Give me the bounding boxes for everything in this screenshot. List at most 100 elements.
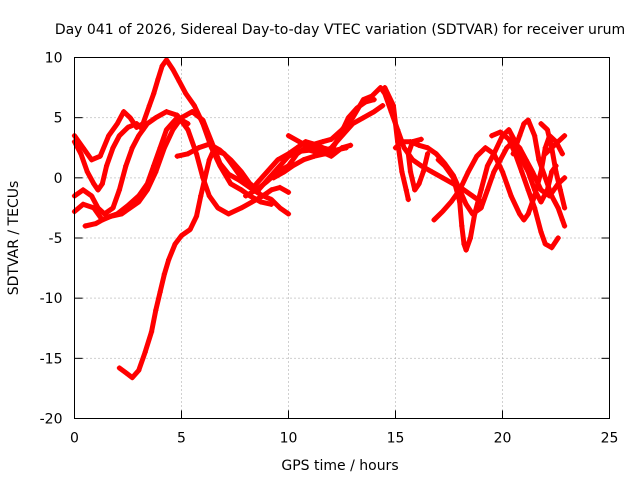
data-point [561, 205, 568, 211]
data-point [82, 223, 88, 229]
data-point [544, 127, 551, 133]
series-line-arc-9 [253, 97, 377, 187]
y-tick-label: -20 [40, 412, 63, 428]
data-point [521, 121, 527, 127]
data-point [433, 151, 439, 157]
data-point [89, 157, 95, 163]
data-point [217, 163, 223, 169]
data-point [281, 169, 287, 175]
data-point [277, 184, 283, 191]
data-point [125, 202, 131, 209]
data-point [512, 139, 518, 145]
data-point [127, 115, 133, 121]
data-point [484, 163, 491, 169]
data-point [104, 163, 110, 169]
data-point [521, 217, 527, 223]
data-point [296, 139, 302, 145]
data-point [382, 91, 388, 97]
data-point [151, 163, 157, 169]
data-point [517, 211, 523, 217]
data-point [549, 245, 555, 251]
y-axis-label: SDTVAR / TECUs [6, 181, 22, 296]
data-point [559, 217, 566, 223]
data-point [172, 241, 178, 247]
data-point [78, 151, 84, 157]
series-line-arc-19 [538, 121, 568, 211]
data-point [307, 145, 313, 151]
data-point [416, 181, 422, 187]
data-point [311, 141, 317, 147]
data-point [187, 226, 193, 233]
data-point [525, 211, 531, 217]
data-point [538, 121, 544, 127]
data-point [91, 181, 97, 187]
data-point [264, 178, 270, 185]
data-point [506, 136, 512, 142]
data-point [418, 136, 424, 142]
data-point [125, 124, 131, 130]
data-point [294, 145, 300, 151]
data-point [93, 220, 99, 227]
data-point [403, 187, 409, 193]
data-point [318, 148, 324, 154]
data-point [542, 175, 548, 181]
x-tick-label: 0 [70, 431, 79, 447]
data-point [238, 187, 245, 193]
data-point [465, 169, 471, 175]
data-point [472, 211, 478, 217]
data-point [328, 153, 334, 159]
data-point [482, 145, 488, 151]
data-point [399, 139, 405, 145]
data-point [153, 307, 159, 313]
data-point [249, 199, 255, 205]
data-point [185, 121, 191, 127]
data-point [285, 211, 292, 217]
data-point [243, 193, 249, 199]
data-point [140, 127, 146, 133]
data-point [542, 145, 548, 151]
data-point [538, 187, 544, 193]
data-point [161, 271, 167, 277]
data-point [369, 93, 375, 99]
data-point [484, 187, 491, 193]
data-point [247, 181, 253, 187]
data-point [506, 127, 512, 133]
data-point [238, 169, 245, 175]
data-point [136, 133, 142, 139]
data-point [89, 193, 95, 199]
data-point [532, 133, 538, 139]
data-point [264, 169, 270, 175]
data-point [225, 171, 232, 177]
data-point [360, 115, 366, 121]
data-point [153, 169, 159, 175]
data-point [322, 151, 328, 157]
data-point [253, 187, 259, 193]
y-tick-labels: -20 -15 -10 -5 0 5 10 [40, 51, 63, 428]
data-point [497, 157, 503, 163]
data-point [499, 169, 506, 175]
data-point [405, 151, 411, 157]
y-tick-label: 10 [45, 51, 63, 67]
data-point [178, 232, 185, 239]
data-point [198, 193, 204, 199]
data-point [116, 365, 123, 371]
data-point [101, 211, 108, 217]
y-tick-label: -10 [40, 291, 63, 307]
data-point [519, 169, 525, 175]
data-point [157, 145, 163, 151]
data-point [354, 105, 360, 111]
data-point [294, 151, 300, 157]
data-point [211, 147, 217, 153]
data-point [347, 142, 354, 148]
data-point [142, 349, 148, 355]
data-point [174, 153, 180, 159]
series-points [71, 57, 568, 381]
data-point [499, 133, 506, 139]
data-point [525, 117, 531, 123]
data-point [155, 76, 161, 82]
data-point [559, 151, 566, 157]
data-point [553, 169, 559, 175]
data-point [202, 175, 208, 181]
data-point [457, 187, 463, 193]
data-point [345, 115, 352, 121]
